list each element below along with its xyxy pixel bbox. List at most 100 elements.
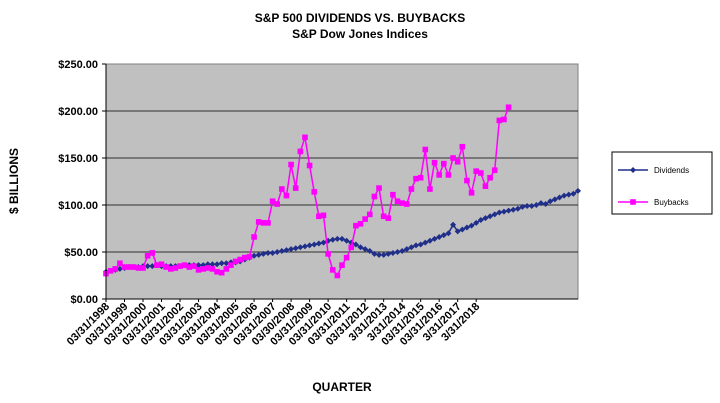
data-point: [172, 265, 179, 271]
y-tick-label: $0.00: [70, 294, 98, 306]
data-point: [366, 211, 373, 218]
data-point: [482, 215, 489, 222]
data-point: [195, 267, 202, 273]
data-point: [450, 221, 457, 228]
data-point: [260, 250, 267, 257]
data-point: [417, 241, 424, 248]
data-point: [427, 186, 433, 192]
data-point: [297, 244, 304, 251]
y-tick-label: $200.00: [58, 106, 98, 118]
data-point: [154, 262, 160, 268]
data-point: [459, 226, 466, 233]
data-point: [528, 202, 535, 209]
data-point: [533, 202, 540, 208]
legend-label: Buybacks: [654, 198, 689, 207]
data-point: [441, 160, 447, 167]
legend-box: [611, 151, 713, 215]
data-point: [445, 172, 452, 178]
data-point: [505, 207, 512, 214]
data-point: [510, 206, 517, 213]
data-point: [478, 170, 484, 176]
data-point: [464, 177, 470, 184]
data-point: [431, 235, 438, 242]
y-tick-label: $150.00: [58, 153, 98, 165]
data-point: [306, 242, 313, 249]
data-point: [389, 249, 396, 256]
data-point: [519, 203, 526, 210]
data-point: [218, 260, 225, 267]
data-point: [121, 264, 128, 270]
data-point: [242, 254, 248, 261]
data-point: [436, 233, 443, 240]
data-point: [426, 237, 433, 244]
data-point: [556, 194, 563, 201]
data-point: [352, 241, 359, 248]
data-point: [246, 253, 253, 260]
data-point: [459, 143, 466, 150]
data-point: [385, 215, 392, 221]
y-tick-label: $100.00: [58, 200, 98, 212]
data-point: [468, 189, 475, 196]
data-point: [463, 224, 470, 231]
data-point: [311, 241, 318, 248]
y-tick-label: $50.00: [64, 247, 98, 259]
data-point: [274, 201, 281, 207]
data-point: [279, 186, 285, 192]
data-point: [561, 192, 568, 199]
grid-lines: [106, 110, 578, 253]
data-point: [422, 239, 429, 246]
legend: Dividends Buybacks: [618, 166, 689, 207]
data-point: [283, 247, 290, 254]
data-point: [376, 185, 382, 191]
data-point: [126, 264, 132, 270]
plot-area: [105, 63, 579, 300]
data-point: [195, 262, 202, 269]
data-point: [288, 246, 295, 253]
data-point: [496, 209, 503, 216]
data-point: [205, 265, 211, 271]
data-point: [399, 200, 405, 206]
data-point: [265, 220, 271, 226]
data-point: [302, 134, 308, 141]
data-point: [325, 251, 331, 257]
data-point: [408, 186, 415, 192]
legend-marker: [630, 167, 636, 173]
data-point: [306, 162, 313, 169]
data-point: [501, 116, 507, 123]
data-point: [417, 174, 424, 181]
data-point: [264, 249, 271, 256]
chart-subtitle: S&P Dow Jones Indices: [292, 27, 428, 41]
data-point: [371, 193, 378, 200]
data-point: [315, 240, 322, 247]
data-point: [218, 269, 225, 276]
data-point: [380, 213, 387, 220]
data-point: [343, 237, 350, 244]
data-point: [191, 263, 197, 269]
legend-marker: [630, 199, 636, 205]
x-axis-ticks: 03/31/199803/31/199903/31/200003/31/2001…: [65, 299, 482, 348]
data-point: [228, 262, 234, 268]
data-point: [292, 185, 299, 191]
series-buybacks: [103, 104, 512, 279]
data-point: [524, 202, 531, 209]
data-point: [316, 213, 322, 220]
data-point: [505, 104, 512, 111]
legend-item-buybacks: Buybacks: [618, 198, 689, 207]
data-point: [223, 266, 230, 272]
data-point: [209, 261, 216, 268]
data-point: [431, 159, 438, 166]
data-point: [237, 256, 243, 263]
data-point: [487, 174, 493, 181]
data-point: [376, 251, 383, 258]
data-point: [473, 168, 479, 174]
data-point: [500, 208, 507, 215]
data-point: [107, 268, 114, 274]
data-point: [422, 146, 429, 153]
data-point: [186, 264, 193, 270]
data-point: [445, 230, 452, 237]
data-point: [450, 155, 456, 161]
data-point: [251, 234, 257, 240]
data-point: [149, 250, 156, 256]
data-point: [399, 248, 406, 255]
